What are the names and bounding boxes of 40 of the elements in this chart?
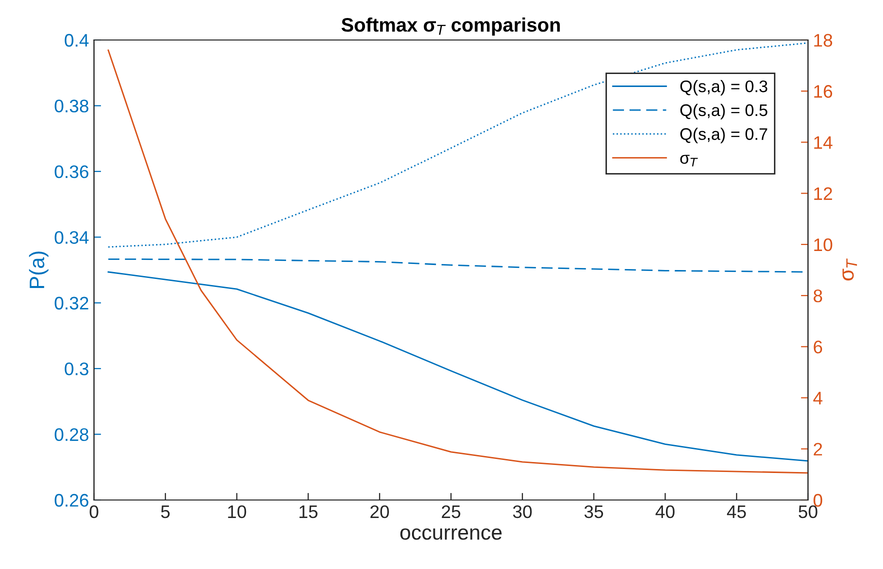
legend-label: Q(s,a) = 0.7 <box>680 128 768 144</box>
line-series <box>108 42 808 248</box>
x-axis-title: occurrence <box>400 528 502 540</box>
legend-label: Q(s,a) = 0.5 <box>680 104 768 120</box>
x-tick-label: 30 <box>513 505 532 518</box>
chart-title: Softmax σ$_{T}$ comparison <box>342 17 560 36</box>
y-tick-label: 0.4 <box>64 34 89 47</box>
y-tick-label: 0.3 <box>64 362 88 376</box>
y-tick-label: 0.34 <box>54 231 89 244</box>
x-tick-label: 50 <box>798 505 818 518</box>
x-tick-label: 40 <box>656 505 675 518</box>
y-tick-label: 0.38 <box>54 100 88 112</box>
y2-tick-label: 18 <box>814 34 832 47</box>
y-tick-label: 0.36 <box>54 165 88 178</box>
y2-tick-label: 2 <box>814 442 822 456</box>
y-tick-label: 0.26 <box>54 494 88 507</box>
line-series <box>108 50 808 474</box>
y2-tick-label: 8 <box>814 289 822 302</box>
x-tick-label: 35 <box>584 505 604 518</box>
legend-label: σ$_{T}$ <box>680 154 698 166</box>
x-tick-label: 5 <box>161 506 170 518</box>
x-tick-label: 20 <box>370 505 389 518</box>
x-tick-label: 45 <box>726 506 746 518</box>
y2-tick-label: 12 <box>814 187 832 200</box>
y2-tick-label: 10 <box>814 238 832 252</box>
x-tick-label: 25 <box>442 505 460 518</box>
x-tick-label: 10 <box>228 505 246 518</box>
x-tick-label: 15 <box>300 506 318 518</box>
y2-tick-label: 4 <box>813 392 822 404</box>
y2-tick-label: 6 <box>814 340 822 354</box>
y-tick-label: 0.28 <box>54 428 88 442</box>
y2-tick-label: 16 <box>814 85 832 98</box>
y2-axis-title: σ$_{T}$ <box>842 258 857 280</box>
line-series <box>108 271 808 462</box>
y-axis-title: P(a) <box>29 252 48 288</box>
y-tick-label: 0.32 <box>54 296 88 310</box>
x-tick-label: 0 <box>90 505 98 518</box>
y2-tick-label: 14 <box>814 136 832 149</box>
legend-label: Q(s,a) = 0.3 <box>680 80 768 96</box>
y2-tick-label: 0 <box>814 494 822 507</box>
